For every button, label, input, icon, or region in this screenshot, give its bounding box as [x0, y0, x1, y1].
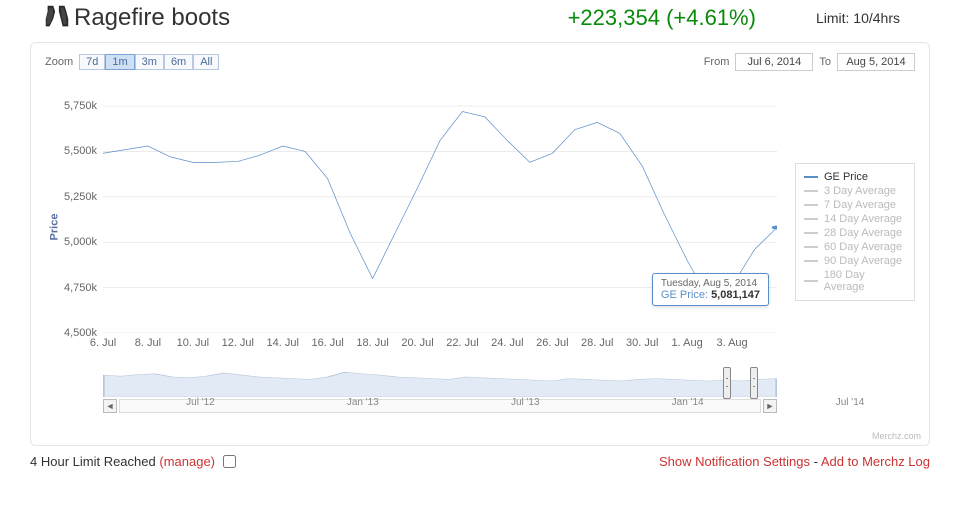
zoom-7d[interactable]: 7d [79, 54, 105, 70]
x-tick: 24. Jul [491, 333, 523, 349]
from-date-input[interactable]: Jul 6, 2014 [735, 53, 813, 71]
price-change: +223,354 (+4.61%) [568, 5, 756, 31]
nav-scroll-left[interactable]: ◄ [103, 399, 117, 413]
x-tick: 22. Jul [446, 333, 478, 349]
zoom-label: Zoom [45, 56, 73, 68]
nav-scroll-track[interactable] [119, 399, 761, 413]
y-tick: 5,000k [64, 236, 103, 248]
header: Ragefire boots +223,354 (+4.61%) Limit: … [0, 0, 960, 36]
legend-item[interactable]: 3 Day Average [804, 184, 906, 198]
nav-x-tick: Jul '13 [511, 397, 540, 408]
range-navigator[interactable]: ◄ ► Jul '12 Jan '13 Jul '13 Jan '14 Jul '14 [103, 369, 915, 413]
x-tick: 30. Jul [626, 333, 658, 349]
nav-x-tick: Jul '14 [836, 397, 865, 408]
x-tick: 20. Jul [401, 333, 433, 349]
legend-item[interactable]: 90 Day Average [804, 254, 906, 268]
x-tick: 16. Jul [311, 333, 343, 349]
nav-scroll-right[interactable]: ► [763, 399, 777, 413]
dash: - [814, 454, 821, 469]
zoom-3m[interactable]: 3m [135, 54, 164, 70]
x-tick: 26. Jul [536, 333, 568, 349]
y-tick: 5,250k [64, 191, 103, 203]
watermark: Merchz.com [872, 431, 921, 441]
from-label: From [704, 56, 730, 68]
legend-item[interactable]: 28 Day Average [804, 226, 906, 240]
zoom-all[interactable]: All [193, 54, 219, 70]
legend: GE Price3 Day Average7 Day Average14 Day… [795, 163, 915, 301]
notification-settings-link[interactable]: Show Notification Settings [659, 454, 810, 469]
zoom-6m[interactable]: 6m [164, 54, 193, 70]
add-to-log-link[interactable]: Add to Merchz Log [821, 454, 930, 469]
x-tick: 14. Jul [267, 333, 299, 349]
x-tick: 3. Aug [716, 333, 747, 349]
x-tick: 28. Jul [581, 333, 613, 349]
y-axis-label: Price [48, 214, 60, 241]
nav-handle[interactable] [750, 367, 758, 399]
legend-item[interactable]: 180 Day Average [804, 268, 906, 294]
page-title: Ragefire boots [74, 4, 230, 32]
zoom-buttons: 7d1m3m6mAll [79, 54, 219, 70]
y-tick: 5,750k [64, 100, 103, 112]
x-tick: 1. Aug [672, 333, 703, 349]
item-icon [42, 2, 72, 32]
limit-status: 4 Hour Limit Reached [30, 454, 156, 469]
price-chart[interactable]: Price 4,500k4,750k5,000k5,250k5,500k5,75… [45, 97, 915, 357]
y-tick: 5,500k [64, 145, 103, 157]
nav-x-tick: Jan '13 [347, 397, 379, 408]
to-label: To [819, 56, 831, 68]
x-tick: 8. Jul [135, 333, 161, 349]
y-tick: 4,750k [64, 282, 103, 294]
chart-container: Zoom 7d1m3m6mAll From Jul 6, 2014 To Aug… [30, 42, 930, 446]
nav-x-tick: Jul '12 [186, 397, 215, 408]
manage-link[interactable]: (manage) [159, 454, 215, 469]
limit-checkbox[interactable] [223, 455, 236, 468]
x-tick: 18. Jul [356, 333, 388, 349]
x-tick: 12. Jul [222, 333, 254, 349]
legend-item[interactable]: 60 Day Average [804, 240, 906, 254]
nav-handle[interactable] [723, 367, 731, 399]
zoom-1m[interactable]: 1m [105, 54, 134, 70]
x-tick: 6. Jul [90, 333, 116, 349]
to-date-input[interactable]: Aug 5, 2014 [837, 53, 915, 71]
legend-item[interactable]: 7 Day Average [804, 198, 906, 212]
x-tick: 10. Jul [177, 333, 209, 349]
legend-item[interactable]: 14 Day Average [804, 212, 906, 226]
buy-limit: Limit: 10/4hrs [816, 10, 900, 26]
chart-tooltip: Tuesday, Aug 5, 2014 GE Price: 5,081,147 [652, 273, 769, 306]
footer: 4 Hour Limit Reached (manage) Show Notif… [0, 446, 960, 471]
nav-x-tick: Jan '14 [672, 397, 704, 408]
legend-item[interactable]: GE Price [804, 170, 906, 184]
